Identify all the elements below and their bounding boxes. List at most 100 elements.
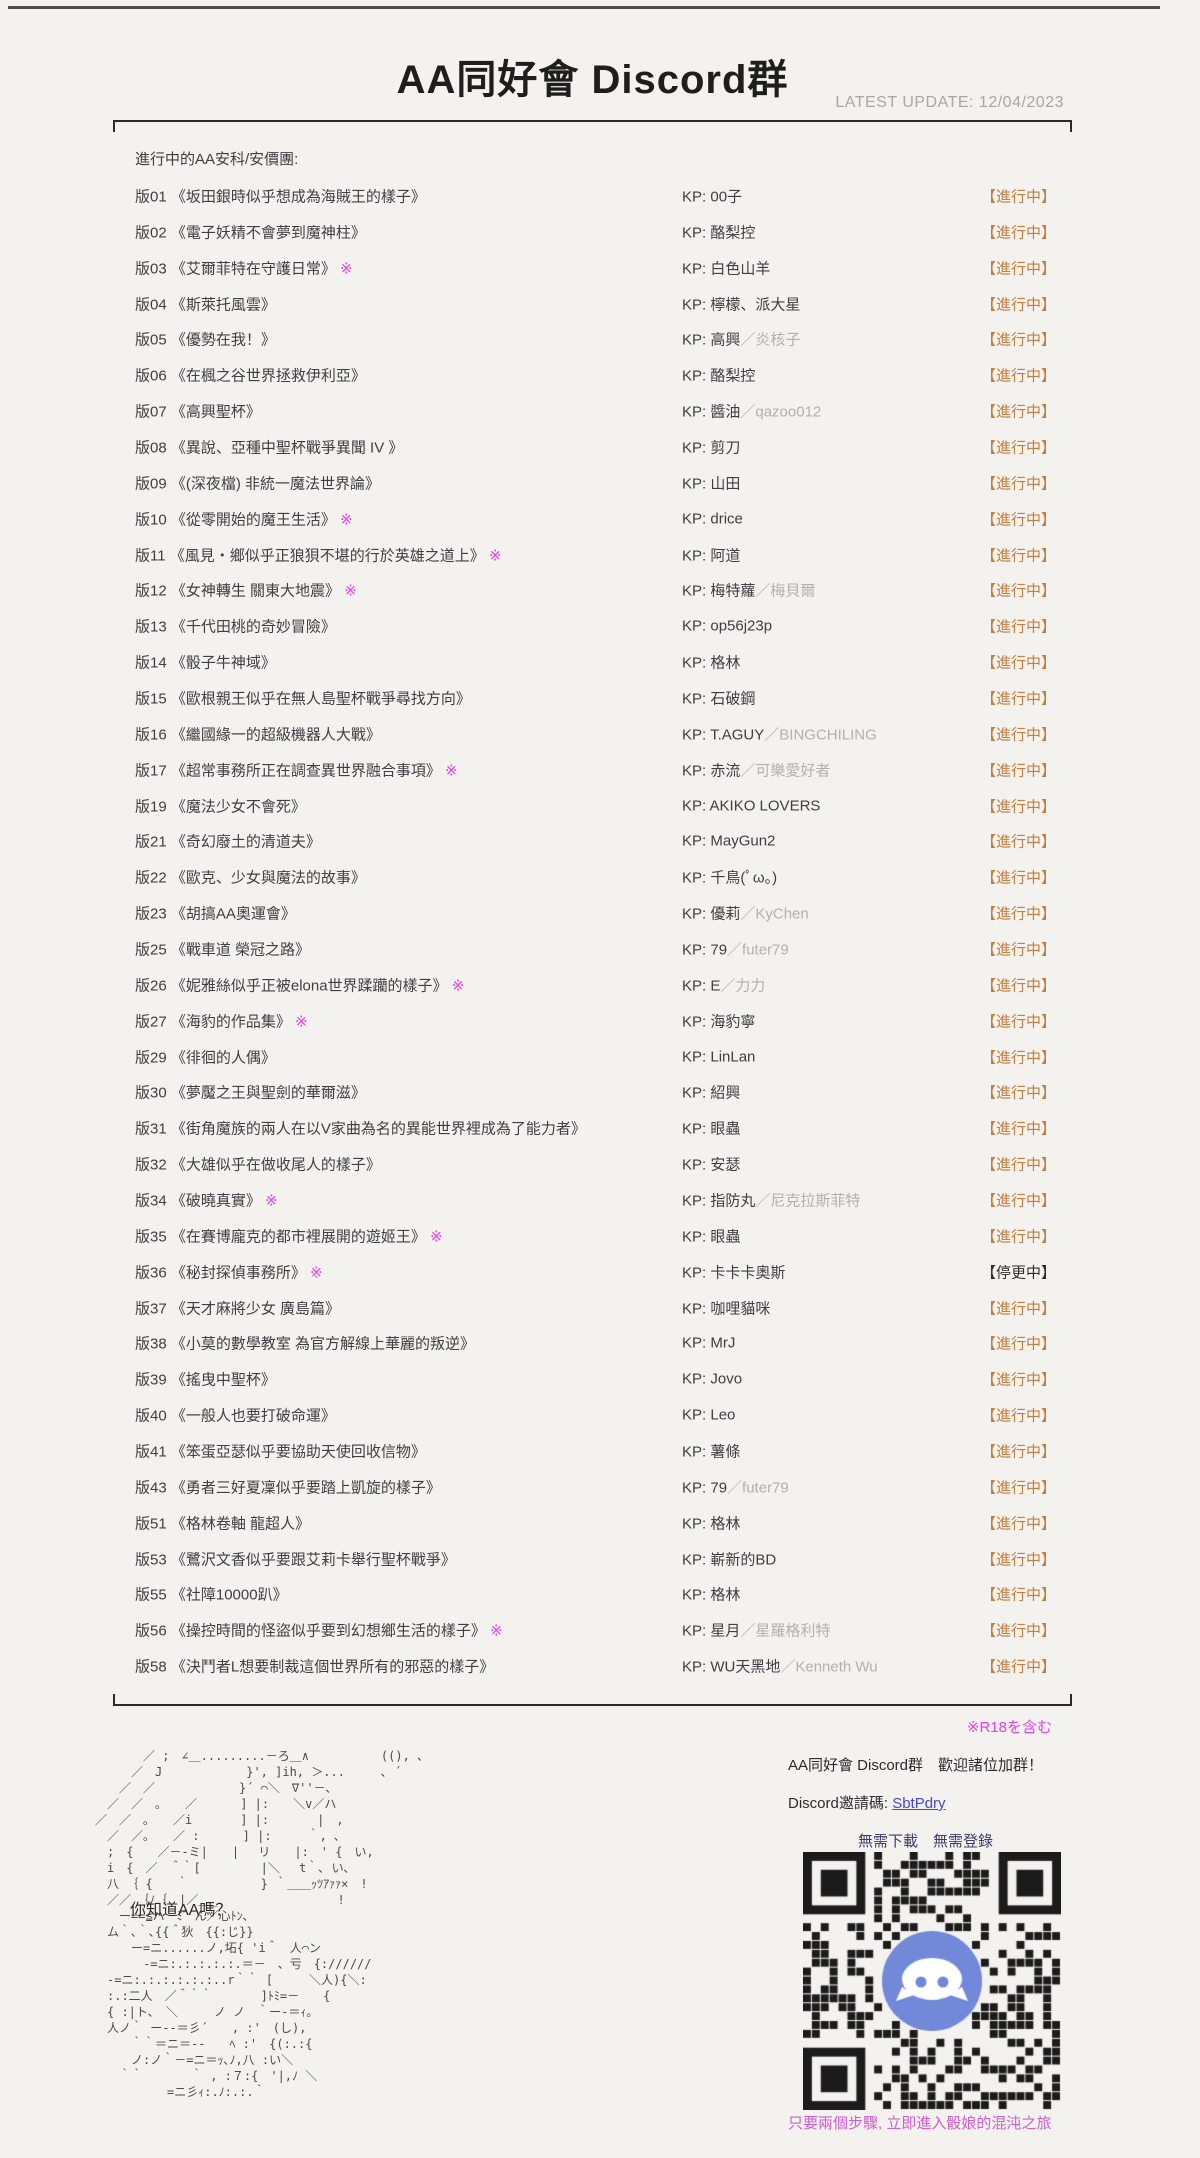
kp-name: op56j23p bbox=[710, 617, 773, 635]
entry-number: 版58 bbox=[135, 1658, 167, 1676]
table-row: 版26 《妮雅絲似乎正被elona世界蹂躪的樣子》 ※ KP: E／力力 【進行… bbox=[113, 967, 1072, 1003]
entry-number: 版36 bbox=[135, 1264, 167, 1282]
kp-name: MayGun2 bbox=[710, 832, 776, 850]
entry-number: 版09 bbox=[135, 475, 167, 493]
status-badge: 【進行中】 bbox=[981, 1371, 1057, 1389]
entry-title-cell: 版15 《歐根親王似乎在無人島聖杯戰爭尋找方向》 bbox=[135, 687, 471, 708]
entry-number: 版11 bbox=[135, 547, 166, 565]
status-badge: 【停更中】 bbox=[981, 1264, 1057, 1282]
kp-cell: KP: AKIKO LOVERS bbox=[682, 797, 820, 814]
entry-number: 版27 bbox=[135, 1013, 167, 1031]
entry-title-cell: 版14 《骰子牛神域》 bbox=[135, 652, 276, 673]
table-row: 版38 《小莫的數學教室 為官方解線上華麗的叛逆》 KP: MrJ 【進行中】 bbox=[113, 1326, 1072, 1362]
table-row: 版14 《骰子牛神域》 KP: 格林 【進行中】 bbox=[113, 644, 1072, 680]
group-invite-text: AA同好會 Discord群 歡迎諸位加群！ bbox=[788, 1757, 1044, 1774]
table-row: 版39 《搖曳中聖杯》 KP: Jovo 【進行中】 bbox=[113, 1361, 1072, 1397]
table-row: 版34 《破曉真實》 ※ KP: 指防丸／尼克拉斯菲特 【進行中】 bbox=[113, 1182, 1072, 1218]
entry-title: 《風見・鄉似乎正狼狽不堪的行於英雄之道上》 bbox=[165, 547, 485, 565]
entry-number: 版10 bbox=[135, 511, 167, 529]
kp-name: 眼蟲 bbox=[710, 1228, 741, 1246]
entry-number: 版35 bbox=[135, 1228, 167, 1246]
table-row: 版41 《笨蛋亞瑟似乎要協助天使回收信物》 KP: 薯條 【進行中】 bbox=[113, 1433, 1072, 1469]
kp-cell: KP: 優莉／KyChen bbox=[682, 903, 809, 924]
invite-code-link[interactable]: SbtPdry bbox=[892, 1795, 946, 1812]
entry-number: 版13 bbox=[135, 618, 167, 636]
status-badge: 【進行中】 bbox=[981, 905, 1057, 923]
entry-number: 版41 bbox=[135, 1443, 167, 1461]
table-row: 版06 《在楓之谷世界拯救伊利亞》 KP: 酪梨控 【進行中】 bbox=[113, 357, 1072, 393]
entry-title-cell: 版55 《社障10000趴》 bbox=[135, 1584, 288, 1605]
entry-title: 《電子妖精不會夢到魔神柱》 bbox=[166, 224, 366, 242]
kp-label: KP: bbox=[682, 1300, 711, 1318]
ascii-art: ／ ; ∠＿.........－ろ＿∧ ((), 、 ／ J }', ]ih, … bbox=[95, 1749, 430, 2099]
table-row: 版22 《歐克、少女與魔法的故事》 KP: 千鳥(ﾟω。) 【進行中】 bbox=[113, 859, 1072, 895]
kp-label: KP: bbox=[682, 832, 711, 850]
entry-title-cell: 版34 《破曉真實》 ※ bbox=[135, 1189, 278, 1210]
entry-title-cell: 版13 《千代田桃的奇妙冒險》 bbox=[135, 616, 336, 637]
latest-update: LATEST UPDATE: 12/04/2023 bbox=[835, 94, 1064, 111]
kp-label: KP: bbox=[682, 475, 711, 493]
table-row: 版56 《操控時間的怪盜似乎要到幻想鄉生活的樣子》 ※ KP: 星月／星羅格利特… bbox=[113, 1612, 1072, 1648]
status-badge: 【進行中】 bbox=[981, 511, 1057, 529]
kp-name: 醬油 bbox=[710, 403, 741, 421]
entry-title: 《決鬥者L想要制裁這個世界所有的邪惡的樣子》 bbox=[166, 1658, 495, 1676]
entry-title: 《海豹的作品集》 bbox=[166, 1013, 291, 1031]
status-badge: 【進行中】 bbox=[981, 1300, 1057, 1318]
kp-label: KP: bbox=[682, 1264, 711, 1282]
kp-cell: KP: 嶄新的BD bbox=[682, 1548, 776, 1569]
status-badge: 【進行中】 bbox=[981, 977, 1057, 995]
kp-cell: KP: 咖哩貓咪 bbox=[682, 1297, 770, 1318]
kp-label: KP: bbox=[682, 1551, 711, 1569]
r18-mark: ※ bbox=[335, 260, 353, 278]
list-bottom-border bbox=[113, 1694, 1072, 1706]
r18-mark: ※ bbox=[485, 1622, 503, 1640]
entry-title-cell: 版26 《妮雅絲似乎正被elona世界蹂躪的樣子》 ※ bbox=[135, 974, 464, 995]
kp-cell: KP: 高興／炎核子 bbox=[682, 329, 800, 350]
kp-cell: KP: WU天黑地／Kenneth Wu bbox=[682, 1656, 878, 1677]
table-row: 版37 《天才麻將少女 廣島篇》 KP: 咖哩貓咪 【進行中】 bbox=[113, 1290, 1072, 1326]
entry-title: 《繼國緣一的超級機器人大戰》 bbox=[166, 726, 381, 744]
kp-name: 阿道 bbox=[710, 547, 741, 565]
kp-label: KP: bbox=[682, 1406, 711, 1424]
kp-co-name: ／qazoo012 bbox=[740, 403, 822, 421]
entry-title: 《優勢在我！》 bbox=[166, 331, 276, 349]
status-badge: 【進行中】 bbox=[981, 1192, 1057, 1210]
kp-label: KP: bbox=[682, 188, 711, 206]
entry-title-cell: 版40 《一般人也要打破命運》 bbox=[135, 1405, 336, 1426]
kp-cell: KP: 79／futer79 bbox=[682, 938, 789, 959]
entry-title: 《笨蛋亞瑟似乎要協助天使回收信物》 bbox=[166, 1443, 426, 1461]
kp-label: KP: bbox=[682, 331, 711, 349]
table-row: 版10 《從零開始的魔王生活》 ※ KP: drice 【進行中】 bbox=[113, 501, 1072, 537]
kp-cell: KP: 星月／星羅格利特 bbox=[682, 1620, 830, 1641]
entry-number: 版51 bbox=[135, 1515, 167, 1533]
r18-mark: ※ bbox=[447, 977, 465, 995]
kp-name: 格林 bbox=[710, 1515, 741, 1533]
kp-cell: KP: 眼蟲 bbox=[682, 1118, 740, 1139]
entry-title-cell: 版10 《從零開始的魔王生活》 ※ bbox=[135, 508, 353, 529]
entry-title-cell: 版01 《坂田銀時似乎想成為海賊王的樣子》 bbox=[135, 185, 426, 206]
entry-number: 版19 bbox=[135, 798, 167, 816]
table-row: 版23 《胡搞AA奧運會》 KP: 優莉／KyChen 【進行中】 bbox=[113, 895, 1072, 931]
entry-title: 《歐根親王似乎在無人島聖杯戰爭尋找方向》 bbox=[166, 690, 471, 708]
status-badge: 【進行中】 bbox=[981, 188, 1057, 206]
status-badge: 【進行中】 bbox=[981, 654, 1057, 672]
entry-title: 《高興聖杯》 bbox=[166, 403, 261, 421]
entry-title: 《夢魘之王與聖劍的華爾滋》 bbox=[166, 1084, 366, 1102]
entry-title: 《鷺沢文香似乎要跟艾莉卡舉行聖杯戰爭》 bbox=[166, 1551, 456, 1569]
entry-title-cell: 版06 《在楓之谷世界拯救伊利亞》 bbox=[135, 365, 366, 386]
kp-cell: KP: drice bbox=[682, 510, 743, 527]
status-badge: 【進行中】 bbox=[981, 403, 1057, 421]
kp-name: T.AGUY bbox=[710, 726, 765, 744]
entry-title-cell: 版35 《在賽博龐克的都市裡展開的遊姬王》 ※ bbox=[135, 1225, 443, 1246]
entry-title: 《在賽博龐克的都市裡展開的遊姬王》 bbox=[166, 1228, 426, 1246]
kp-cell: KP: MayGun2 bbox=[682, 833, 775, 850]
entry-title: 《破曉真實》 bbox=[166, 1192, 261, 1210]
page-title: AA同好會 Discord群 bbox=[396, 57, 789, 102]
status-badge: 【進行中】 bbox=[981, 367, 1057, 385]
kp-label: KP: bbox=[682, 1120, 711, 1138]
kp-cell: KP: MrJ bbox=[682, 1335, 735, 1352]
r18-mark: ※ bbox=[290, 1013, 308, 1031]
kp-label: KP: bbox=[682, 547, 711, 565]
entry-title-cell: 版02 《電子妖精不會夢到魔神柱》 bbox=[135, 221, 366, 242]
table-row: 版43 《勇者三好夏凜似乎要踏上凱旋的樣子》 KP: 79／futer79 【進… bbox=[113, 1469, 1072, 1505]
